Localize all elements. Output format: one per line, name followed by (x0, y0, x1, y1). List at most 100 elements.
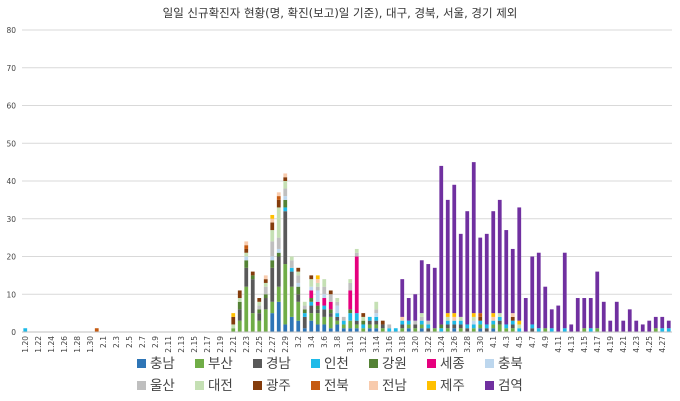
bar-segment (244, 267, 249, 287)
x-tick-label: 2.5 (125, 336, 134, 348)
bar-segment (458, 233, 463, 317)
bar-segment (413, 328, 418, 332)
bar-segment (270, 241, 275, 257)
legend-item: 울산 (137, 378, 175, 394)
bar-segment (289, 256, 294, 261)
bar-segment (621, 320, 626, 332)
legend-swatch (485, 381, 494, 390)
bar-segment (367, 316, 372, 321)
bar-segment (510, 328, 515, 332)
x-tick-label: 3.28 (463, 336, 472, 353)
bar-segment (289, 271, 294, 287)
bar-segment (562, 328, 567, 332)
legend-label: 부산 (208, 356, 233, 372)
bar-segment (348, 328, 353, 332)
bar-segment (348, 279, 353, 283)
bar-segment (413, 324, 418, 329)
x-tick-label: 4.27 (658, 336, 667, 353)
bar-segment (413, 294, 418, 321)
bar-segment (328, 309, 333, 314)
bar-segment (309, 313, 314, 321)
legend-label: 광주 (266, 378, 291, 394)
legend-item: 부산 (195, 356, 233, 372)
bar-segment (374, 324, 379, 329)
bar-segment (263, 286, 268, 295)
legend-label: 세종 (440, 356, 465, 372)
legend-swatch (369, 359, 378, 368)
x-tick-label: 3.4 (307, 336, 316, 348)
bar-segment (549, 328, 554, 332)
bar-segment (374, 309, 379, 314)
x-tick-label: 1.30 (86, 336, 95, 353)
bar-segment (328, 328, 333, 332)
bar-segment (302, 301, 307, 306)
bar-segment (445, 313, 450, 317)
bar-segment (432, 328, 437, 332)
x-tick-label: 4.7 (528, 336, 537, 348)
bar-segment (283, 324, 288, 332)
bar-segment (504, 328, 509, 332)
bar-segment (419, 320, 424, 325)
bar-segment (471, 328, 476, 332)
bar-segment (419, 313, 424, 317)
bar-segment (536, 252, 541, 329)
bar-segment (328, 294, 333, 302)
bar-segment (452, 328, 457, 332)
bar-segment (328, 290, 333, 295)
bar-segment (263, 309, 268, 332)
bar-segment (465, 328, 470, 332)
legend-item: 경남 (253, 356, 291, 372)
bar-segment (244, 248, 249, 253)
bar-segment (367, 324, 372, 329)
bar-segment (354, 248, 359, 253)
bar-segment (348, 309, 353, 314)
bar-segment (361, 316, 366, 321)
bar-segment (517, 328, 522, 332)
bar-segment (322, 316, 327, 325)
bar-segment (276, 248, 281, 253)
bar-segment (341, 328, 346, 332)
x-axis: 1.20 1.22 1.24 1.26 1.28 1.30 2.1 2.3 2.5 2.7 2.9 2… (21, 336, 667, 353)
x-tick-label: 2.27 (268, 336, 277, 353)
bar-segment (322, 286, 327, 295)
bar-segment (309, 279, 314, 287)
bar-segment (439, 324, 444, 329)
bar-segment (374, 328, 379, 332)
bar-segment (257, 309, 262, 314)
bar-segment (439, 328, 444, 332)
bar-segment (296, 286, 301, 295)
bar-segment (478, 237, 483, 314)
x-tick-label: 2.25 (255, 336, 264, 353)
bar-segment (484, 233, 489, 325)
x-tick-label: 2.11 (164, 336, 173, 353)
bar-segment (296, 294, 301, 302)
bar-segment (588, 328, 593, 332)
bar-segment (387, 328, 392, 332)
y-tick-label: 70 (6, 64, 16, 73)
bar-segment (283, 196, 288, 200)
bar-segment (348, 320, 353, 329)
bar-segment (270, 256, 275, 261)
bar-segment (322, 305, 327, 310)
bar-segment (302, 313, 307, 317)
bar-segment (276, 196, 281, 200)
x-tick-label: 2.7 (138, 336, 147, 348)
legend-label: 인천 (324, 356, 349, 372)
x-tick-label: 4.11 (554, 336, 563, 353)
bar-segment (322, 279, 327, 287)
legend-label: 충북 (498, 356, 523, 372)
bar-segment (315, 313, 320, 325)
bar-segment (595, 328, 600, 332)
bar-segment (231, 313, 236, 317)
bar-segment (257, 305, 262, 310)
bar-segment (575, 298, 580, 332)
bar-segment (666, 320, 671, 329)
bar-segment (445, 328, 450, 332)
bar-segment (315, 301, 320, 306)
bar-segment (361, 313, 366, 317)
bar-segment (562, 252, 567, 329)
bar-segment (569, 324, 574, 332)
bar-segment (491, 320, 496, 325)
bar-segment (458, 320, 463, 325)
bar-segment (491, 316, 496, 321)
